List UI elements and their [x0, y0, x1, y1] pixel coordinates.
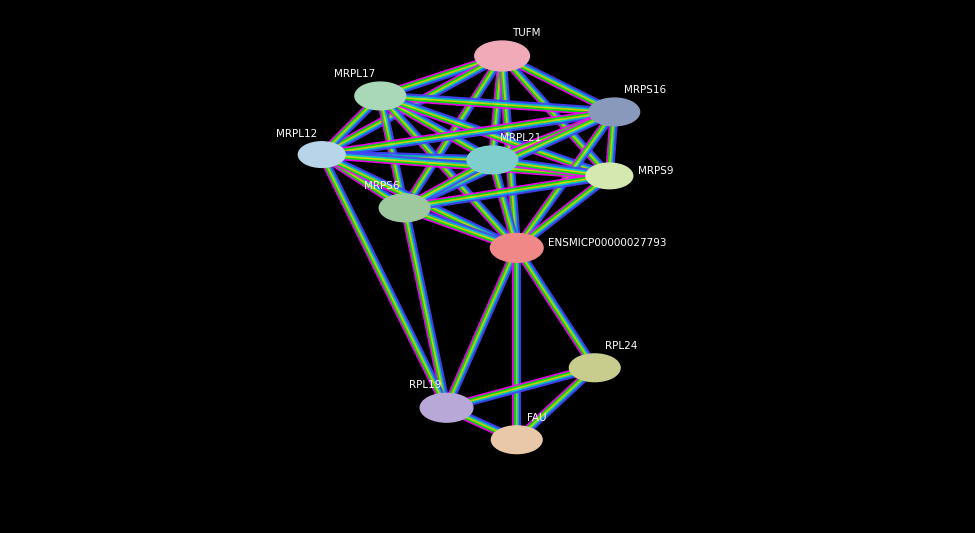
- Text: MRPS16: MRPS16: [624, 85, 666, 95]
- Text: MRPL21: MRPL21: [500, 133, 541, 143]
- Circle shape: [355, 82, 406, 110]
- Text: RPL24: RPL24: [604, 341, 637, 351]
- Text: MRPL12: MRPL12: [276, 128, 317, 139]
- Circle shape: [467, 146, 518, 174]
- Text: ENSMICP00000027793: ENSMICP00000027793: [548, 238, 667, 248]
- Text: RPL19: RPL19: [410, 380, 442, 390]
- Circle shape: [586, 163, 633, 189]
- Circle shape: [475, 41, 529, 71]
- Circle shape: [589, 98, 640, 126]
- Circle shape: [569, 354, 620, 382]
- Circle shape: [491, 426, 542, 454]
- Circle shape: [298, 142, 345, 167]
- Text: FAU: FAU: [526, 413, 546, 423]
- Circle shape: [490, 233, 543, 262]
- Circle shape: [420, 393, 473, 422]
- Text: MRPL17: MRPL17: [334, 69, 375, 79]
- Text: TUFM: TUFM: [512, 28, 540, 38]
- Text: MRPS6: MRPS6: [365, 181, 400, 191]
- Text: MRPS9: MRPS9: [638, 166, 673, 176]
- Circle shape: [379, 194, 430, 222]
